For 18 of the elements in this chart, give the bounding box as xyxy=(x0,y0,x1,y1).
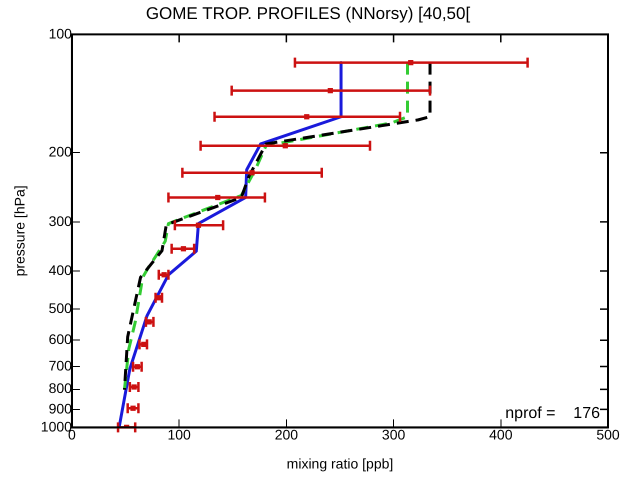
y-axis-title: pressure [hPa] xyxy=(11,185,28,276)
y-tick-label: 300 xyxy=(48,212,72,229)
annotation: nprof = 176 xyxy=(505,404,600,422)
x-tick-label: 500 xyxy=(596,426,620,443)
x-tick-label: 100 xyxy=(167,426,192,443)
y-tick-label: 900 xyxy=(48,400,72,416)
chart-title: GOME TROP. PROFILES (NNorsy) [40,50[ xyxy=(146,4,470,23)
y-tick-label: 600 xyxy=(48,331,72,348)
x-axis-title: mixing ratio [ppb] xyxy=(286,455,394,472)
x-tick-label: 200 xyxy=(274,426,298,443)
y-tick-label: 400 xyxy=(48,262,72,278)
y-tick-label: 800 xyxy=(48,380,72,396)
y-tick-label: 700 xyxy=(48,357,72,374)
x-tick-label: 300 xyxy=(382,426,406,443)
x-tick-label: 400 xyxy=(489,426,513,443)
y-tick-label: 500 xyxy=(48,300,72,316)
y-tick-label: 200 xyxy=(48,144,72,160)
y-tick-label: 100 xyxy=(48,25,72,42)
